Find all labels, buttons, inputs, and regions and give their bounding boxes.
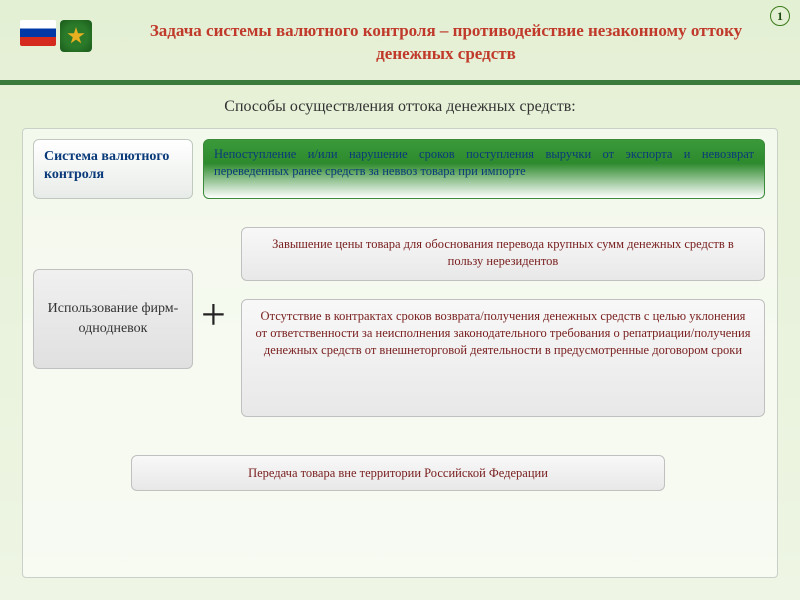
- info-box-1: Завышение цены товара для обоснования пе…: [241, 227, 765, 281]
- customs-crest-icon: [60, 20, 92, 52]
- russia-flag-icon: [20, 20, 56, 46]
- green-highlight-box: Непоступление и/или нарушение сроков пос…: [203, 139, 765, 199]
- firm-usage-box: Использование фирм-однодневок: [33, 269, 193, 369]
- info-box-2: Отсутствие в контрактах сроков возврата/…: [241, 299, 765, 417]
- system-label-box: Система валютного контроля: [33, 139, 193, 199]
- slide-subtitle: Способы осуществления оттока денежных ср…: [0, 98, 800, 116]
- slide-title: Задача системы валютного контроля – прот…: [112, 20, 780, 66]
- content-panel: Система валютного контроля Непоступление…: [22, 128, 778, 578]
- emblem-group: [20, 20, 92, 52]
- slide-header: Задача системы валютного контроля – прот…: [20, 20, 780, 66]
- header-divider: [0, 80, 800, 85]
- plus-symbol: +: [201, 289, 226, 340]
- info-box-3: Передача товара вне территории Российско…: [131, 455, 665, 491]
